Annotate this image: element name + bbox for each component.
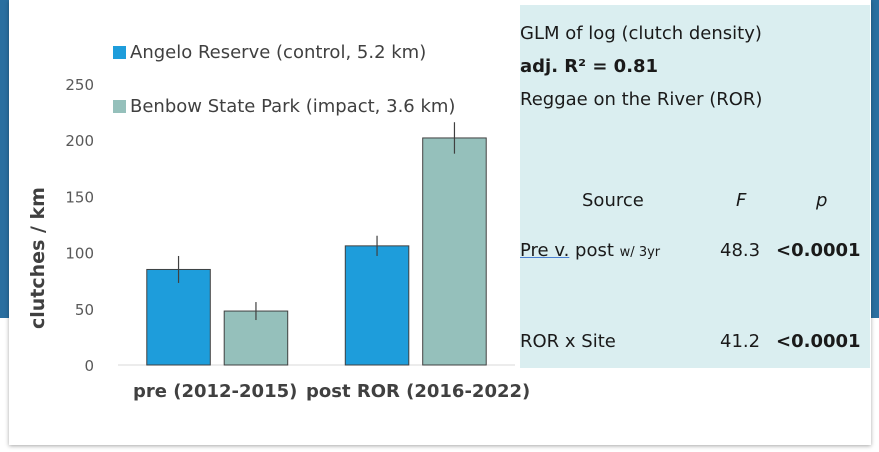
y-tick-label-2: 100 [65, 245, 94, 263]
header-f: F [736, 190, 747, 211]
legend-label-impact: Benbow State Park (impact, 3.6 km) [130, 96, 456, 117]
row-pre-post-subscript: w/ 3yr [619, 245, 661, 260]
glm-stats-panel: GLM of log (clutch density) adj. R² = 0.… [520, 5, 870, 368]
row-pre-post-p: <0.0001 [776, 240, 861, 261]
bar-0-0 [146, 268, 211, 366]
y-tick-label-0: 0 [84, 357, 94, 375]
row-ror-site-source: ROR x Site [520, 331, 616, 352]
x-category-pre: pre (2012-2015) [133, 381, 298, 402]
legend-label-control: Angelo Reserve (control, 5.2 km) [130, 42, 427, 63]
legend-swatch-impact [113, 100, 126, 113]
bar-0-1 [223, 310, 289, 366]
bar-1-1 [422, 137, 487, 366]
pre-v-link[interactable]: Pre v. [520, 240, 570, 261]
row-ror-site-f: 41.2 [720, 331, 761, 352]
header-source: Source [582, 190, 644, 211]
header-p: p [816, 190, 828, 211]
row-pre-post-f: 48.3 [720, 240, 761, 261]
y-axis-title: clutches / km [27, 187, 49, 329]
y-tick-label-4: 200 [65, 132, 94, 150]
legend-swatch-control [113, 46, 126, 59]
y-tick-label-5: 250 [65, 76, 94, 94]
legend-item-control: Angelo Reserve (control, 5.2 km) [113, 42, 426, 63]
legend-item-impact: Benbow State Park (impact, 3.6 km) [113, 96, 455, 117]
bar-1-0 [344, 245, 410, 366]
x-category-post: post ROR (2016-2022) [306, 381, 531, 402]
stats-title: GLM of log (clutch density) [520, 23, 762, 44]
adj-r2: adj. R² = 0.81 [520, 56, 659, 77]
row-ror-site-p: <0.0001 [776, 331, 861, 352]
y-tick-label-1: 50 [75, 301, 94, 319]
stats-subtitle: Reggae on the River (ROR) [520, 89, 763, 110]
row-pre-post-source: Pre v. post w/ 3yr [520, 240, 660, 261]
row-pre-post-source-rest: post [569, 240, 614, 261]
y-tick-label-3: 150 [65, 188, 94, 206]
